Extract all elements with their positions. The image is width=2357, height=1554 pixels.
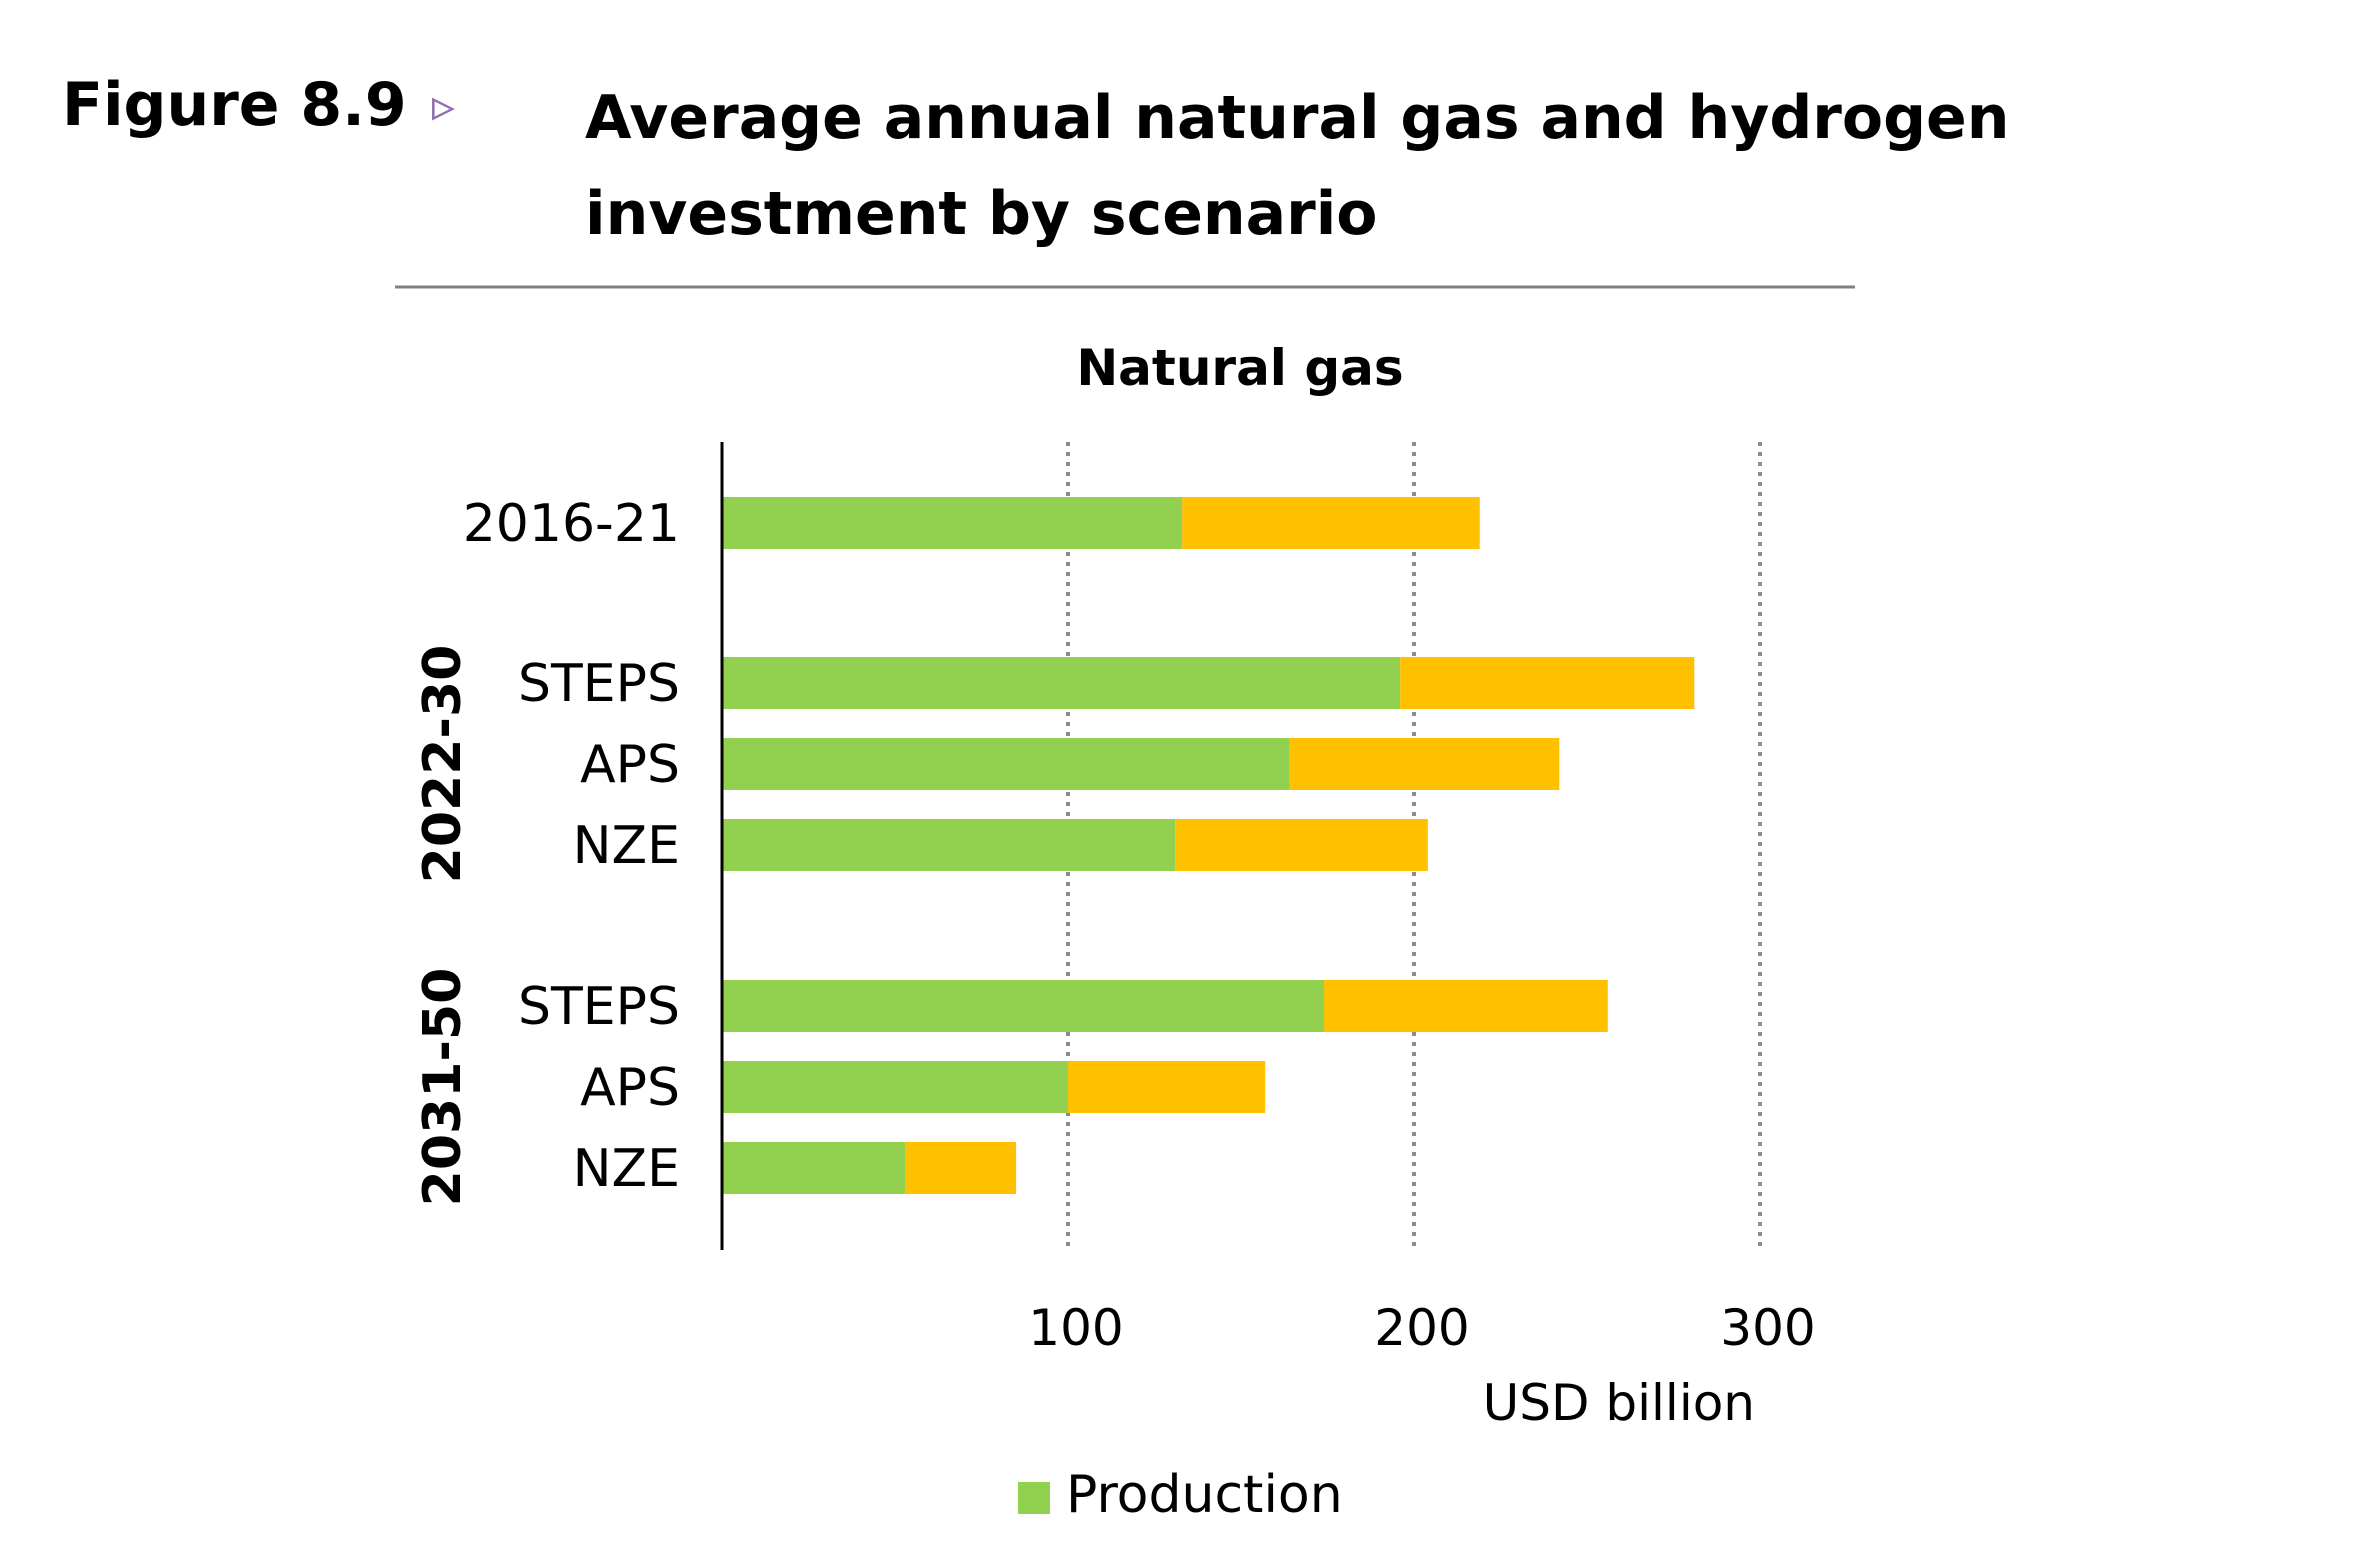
group-label-2031-50: 2031-50 [413, 968, 473, 1207]
y-tick-label: APS [580, 735, 680, 795]
x-tick-label: 100 [1028, 1299, 1123, 1357]
chart-title: Natural gas [1076, 339, 1403, 397]
bar-segment-2-3 [1289, 738, 1560, 790]
bar-production-5 [722, 980, 1325, 1032]
bars [722, 497, 1695, 1194]
legend: Production [1018, 1465, 1343, 1525]
x-tick-label: 300 [1720, 1299, 1815, 1357]
bar-segment-2-1 [1182, 497, 1480, 549]
legend-label-0: Production [1066, 1465, 1343, 1525]
y-tick-label: 2016-21 [463, 494, 680, 554]
y-tick-label: STEPS [518, 654, 680, 714]
y-tick-label: NZE [573, 1139, 680, 1199]
figure-title: Average annual natural gas and hydrogen … [585, 83, 2010, 249]
bar-production-1 [722, 497, 1183, 549]
y-tick-label: APS [580, 1058, 680, 1118]
x-tick-label: 200 [1374, 1299, 1469, 1357]
y-tick-label: NZE [573, 816, 680, 876]
bar-segment-2-2 [1400, 657, 1695, 709]
bar-production-6 [722, 1061, 1068, 1113]
y-axis-labels: 2016-21 STEPS APS NZE STEPS APS NZE [463, 494, 680, 1199]
bar-segment-2-6 [1068, 1061, 1266, 1113]
x-axis-labels: 100 200 300 [1028, 1299, 1815, 1357]
bar-production-4 [722, 819, 1176, 871]
legend-swatch-0 [1018, 1482, 1050, 1514]
bar-segment-2-7 [905, 1142, 1017, 1194]
x-axis-title: USD billion [1483, 1374, 1755, 1432]
group-label-2022-30: 2022-30 [413, 645, 473, 884]
bar-segment-2-4 [1175, 819, 1428, 871]
bar-production-3 [722, 738, 1290, 790]
figure-arrow-icon: ▹ [432, 78, 456, 132]
bar-production-7 [722, 1142, 906, 1194]
y-tick-label: STEPS [518, 977, 680, 1037]
figure-number: Figure 8.9 [62, 70, 407, 140]
bar-production-2 [722, 657, 1401, 709]
group-labels: 2022-30 2031-50 [413, 645, 473, 1207]
bar-segment-2-5 [1324, 980, 1608, 1032]
